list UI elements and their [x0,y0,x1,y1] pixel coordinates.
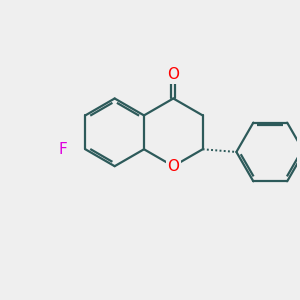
Text: F: F [59,142,68,157]
Text: O: O [167,159,179,174]
Text: O: O [167,68,179,82]
